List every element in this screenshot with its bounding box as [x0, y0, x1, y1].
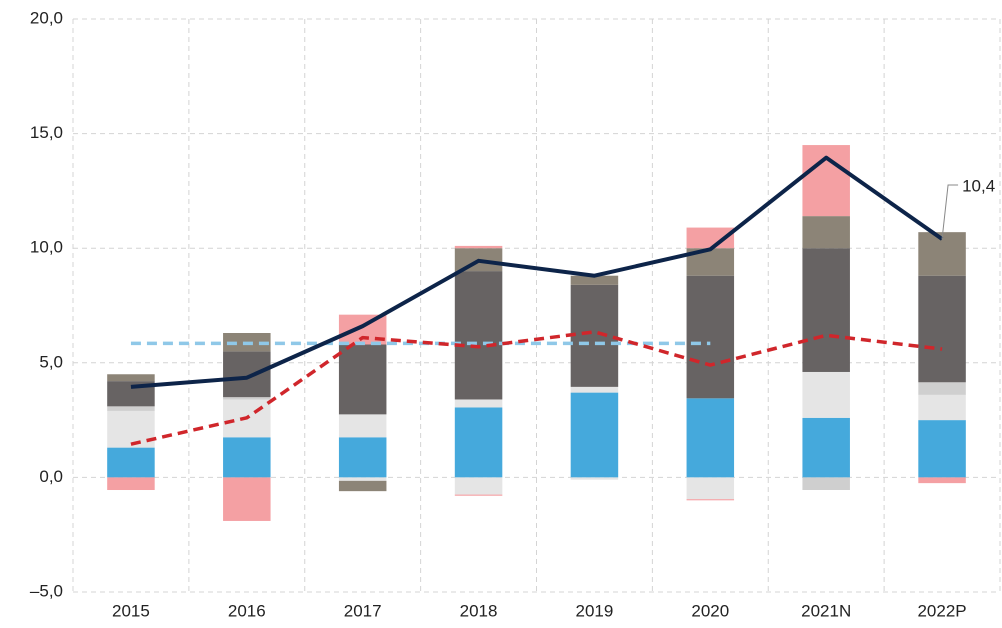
bar-segment — [454, 245, 503, 249]
bar-segment — [107, 406, 155, 411]
x-tick-label: 2015 — [112, 601, 150, 620]
bar-segment — [338, 480, 387, 492]
bar-segment — [223, 477, 271, 521]
bar-segment — [802, 477, 850, 491]
bar-segment — [223, 397, 271, 400]
x-tick-label: 2017 — [344, 601, 382, 620]
bar-segment — [223, 351, 271, 398]
bar-segment — [802, 216, 850, 249]
x-tick-label: 2019 — [576, 601, 614, 620]
bar-segment — [802, 417, 850, 478]
bar-segment — [802, 248, 850, 372]
line-series — [130, 330, 943, 446]
bar-segment — [454, 271, 503, 400]
bar-segment — [338, 344, 387, 415]
x-tick-label: 2022P — [917, 601, 966, 620]
bar-segment — [686, 227, 735, 249]
x-tick-label: 2018 — [460, 601, 498, 620]
bar-segment — [107, 477, 155, 491]
y-tick-label: 15,0 — [30, 123, 63, 142]
bar-segment — [454, 407, 503, 478]
line-series — [130, 155, 944, 389]
y-tick-label: –5,0 — [30, 581, 63, 600]
bar-segment — [570, 275, 619, 285]
bar-segment — [454, 494, 503, 496]
bar-segment — [223, 437, 271, 478]
y-tick-label: 5,0 — [39, 352, 63, 371]
bar-segment — [454, 399, 503, 408]
bar-segment — [338, 477, 387, 481]
bar-segment — [918, 420, 966, 478]
bar-segment — [570, 392, 619, 478]
value-label: 10,4 — [962, 177, 995, 196]
bar-segment — [454, 477, 503, 495]
bar-segment — [918, 477, 966, 484]
y-tick-label: 10,0 — [30, 238, 63, 257]
label-leader — [941, 184, 959, 240]
bar-segment — [107, 447, 155, 478]
bar-segment — [570, 477, 619, 480]
y-tick-label: 20,0 — [30, 8, 63, 27]
bar-segment — [570, 386, 619, 393]
bar-segment — [918, 232, 966, 276]
bar-segment — [918, 275, 966, 383]
bar-segment — [107, 374, 155, 382]
y-tick-label: 0,0 — [39, 467, 63, 486]
bar-segment — [918, 394, 966, 421]
bar-segment — [570, 284, 619, 387]
bar-segment — [686, 398, 735, 478]
x-tick-label: 2021N — [801, 601, 851, 620]
x-tick-label: 2020 — [691, 601, 729, 620]
bar-segment — [338, 437, 387, 478]
bar-segment — [686, 275, 735, 399]
bar-segment — [802, 371, 850, 418]
bar-segment — [686, 477, 735, 500]
bar-segment — [918, 382, 966, 395]
x-tick-label: 2016 — [228, 601, 266, 620]
bar-segment — [338, 414, 387, 438]
bar-segment — [686, 499, 735, 501]
